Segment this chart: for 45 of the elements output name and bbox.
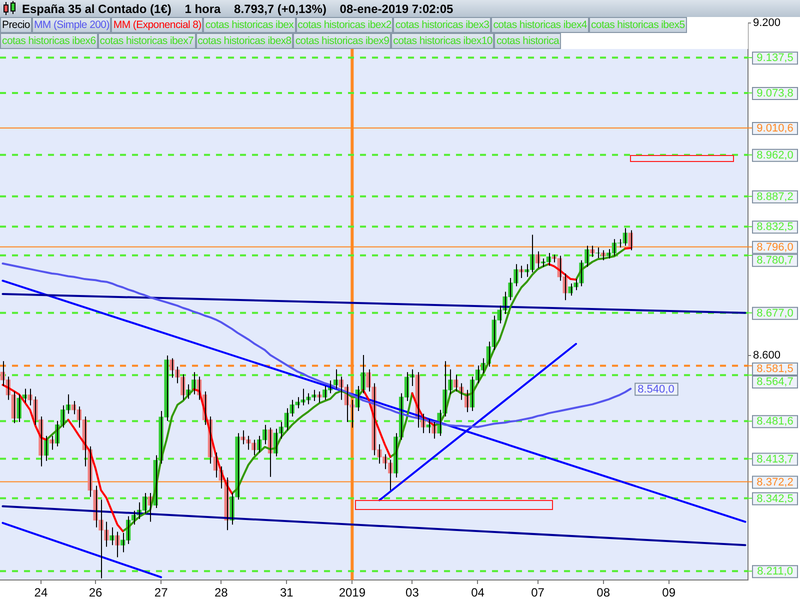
ref-line-label: 8.211,0 bbox=[757, 566, 793, 578]
annotation: cotas historicas ibex8 bbox=[196, 33, 294, 49]
text: MM (Simple 200) bbox=[32, 17, 112, 33]
annotation: cotas historica bbox=[494, 33, 562, 49]
ref-line-label: 8.780,7 bbox=[756, 254, 794, 266]
x-tick-label: 24 bbox=[34, 586, 48, 600]
x-tick-label: 2019 bbox=[338, 586, 366, 600]
ref-line-label: 8.581,5 bbox=[756, 363, 794, 376]
annotation: cotas historicas ibex2 bbox=[296, 17, 394, 33]
annotation: cotas historicas ibex bbox=[203, 17, 296, 33]
data-label: 8.540,0 bbox=[638, 383, 674, 396]
ref-line-label: 8.887,2 bbox=[756, 190, 794, 203]
ref-line-label: 8.342,5 bbox=[756, 492, 794, 505]
ref-line-label: 8.796,0 bbox=[756, 241, 794, 254]
annotation: cotas historicas ibex4 bbox=[491, 17, 589, 33]
annotation: cotas historicas ibex6 bbox=[0, 33, 98, 49]
x-tick-label: 27 bbox=[154, 586, 168, 600]
ref-line-label: 8.564,7 bbox=[756, 376, 794, 388]
y-tick-label: 8.600 bbox=[753, 350, 781, 362]
text: MM (Exponencial 8) bbox=[111, 17, 204, 33]
ref-line-label: 8.481,6 bbox=[756, 416, 794, 428]
ref-line-label: 8.413,7 bbox=[756, 453, 794, 466]
ref-line-label: 8.677,0 bbox=[756, 307, 794, 320]
x-tick-label: 31 bbox=[280, 586, 294, 600]
x-tick-label: 08 bbox=[596, 586, 610, 600]
x-tick-label: 09 bbox=[662, 586, 676, 600]
x-tick-label: 28 bbox=[214, 586, 228, 600]
ref-line-label: 9.137,5 bbox=[756, 52, 794, 64]
annotation: cotas historicas ibex10 bbox=[391, 33, 494, 49]
ref-line-label: 8.962,0 bbox=[756, 149, 794, 162]
annotation: cotas historicas ibex3 bbox=[393, 17, 492, 33]
chart-title: España 35 al Contado (1€) 1 hora 8.793,7 (+0,13%) 08-ene-2019 7:02:05 bbox=[22, 2, 454, 16]
annotation: cotas historicas ibex9 bbox=[293, 33, 392, 49]
text: Precio bbox=[0, 17, 32, 33]
x-tick-label: 07 bbox=[531, 586, 545, 600]
ref-line-label: 8.832,5 bbox=[756, 221, 794, 234]
x-tick-label: 26 bbox=[88, 586, 103, 600]
annotation: cotas historicas ibex7 bbox=[98, 33, 196, 49]
x-tick-label: 04 bbox=[471, 586, 485, 600]
x-tick-label: 03 bbox=[406, 586, 420, 600]
ref-line-label: 9.010,6 bbox=[756, 122, 794, 134]
ref-line-label: 9.073,8 bbox=[756, 87, 794, 100]
ref-line-label: 8.372,2 bbox=[756, 476, 794, 488]
y-tick-label: 9.200 bbox=[753, 17, 781, 30]
annotation: cotas historicas ibex5 bbox=[588, 17, 687, 33]
